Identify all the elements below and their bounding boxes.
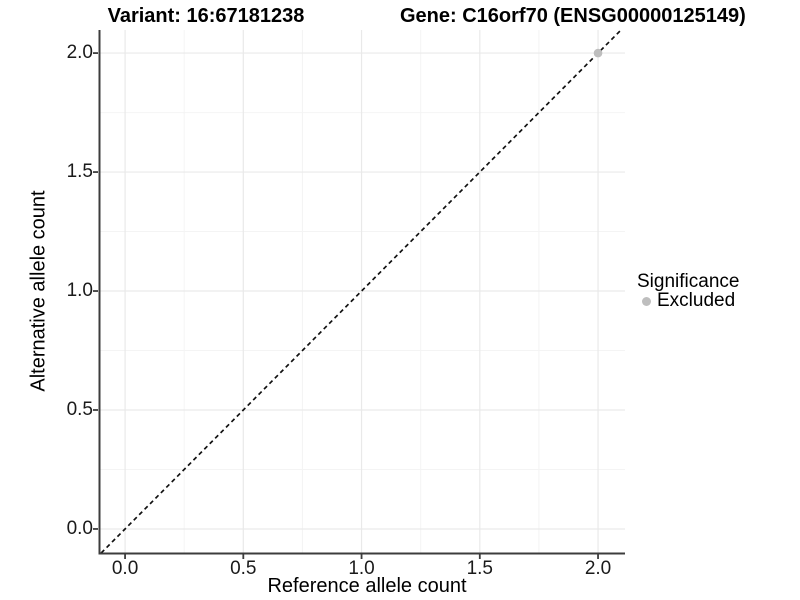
y-tick-label: 1.5 bbox=[66, 161, 93, 183]
x-tick-label: 0.0 bbox=[111, 558, 139, 579]
chart-title-variant: Variant: 16:67181238 bbox=[107, 5, 305, 27]
chart-title-gene: Gene: C16orf70 (ENSG00000125149) bbox=[400, 5, 746, 27]
x-tick-label: 1.5 bbox=[466, 558, 493, 579]
data-point bbox=[593, 48, 603, 58]
x-axis-title: Reference allele count bbox=[267, 575, 467, 597]
legend-item: Excluded bbox=[642, 290, 735, 312]
y-tick-label: 2.0 bbox=[66, 42, 93, 64]
legend-dot-icon bbox=[642, 296, 651, 306]
y-tick-label: 1.0 bbox=[66, 280, 93, 302]
legend: Excluded bbox=[642, 290, 735, 312]
x-tick-label: 2.0 bbox=[584, 558, 612, 579]
x-tick-label: 0.5 bbox=[230, 558, 257, 579]
legend-item-label: Excluded bbox=[657, 290, 736, 311]
legend-title: Significance bbox=[637, 271, 740, 292]
x-tick-label: 1.0 bbox=[348, 558, 375, 579]
y-tick-label: 0.5 bbox=[66, 398, 93, 420]
y-tick-label: 0.0 bbox=[66, 517, 93, 539]
